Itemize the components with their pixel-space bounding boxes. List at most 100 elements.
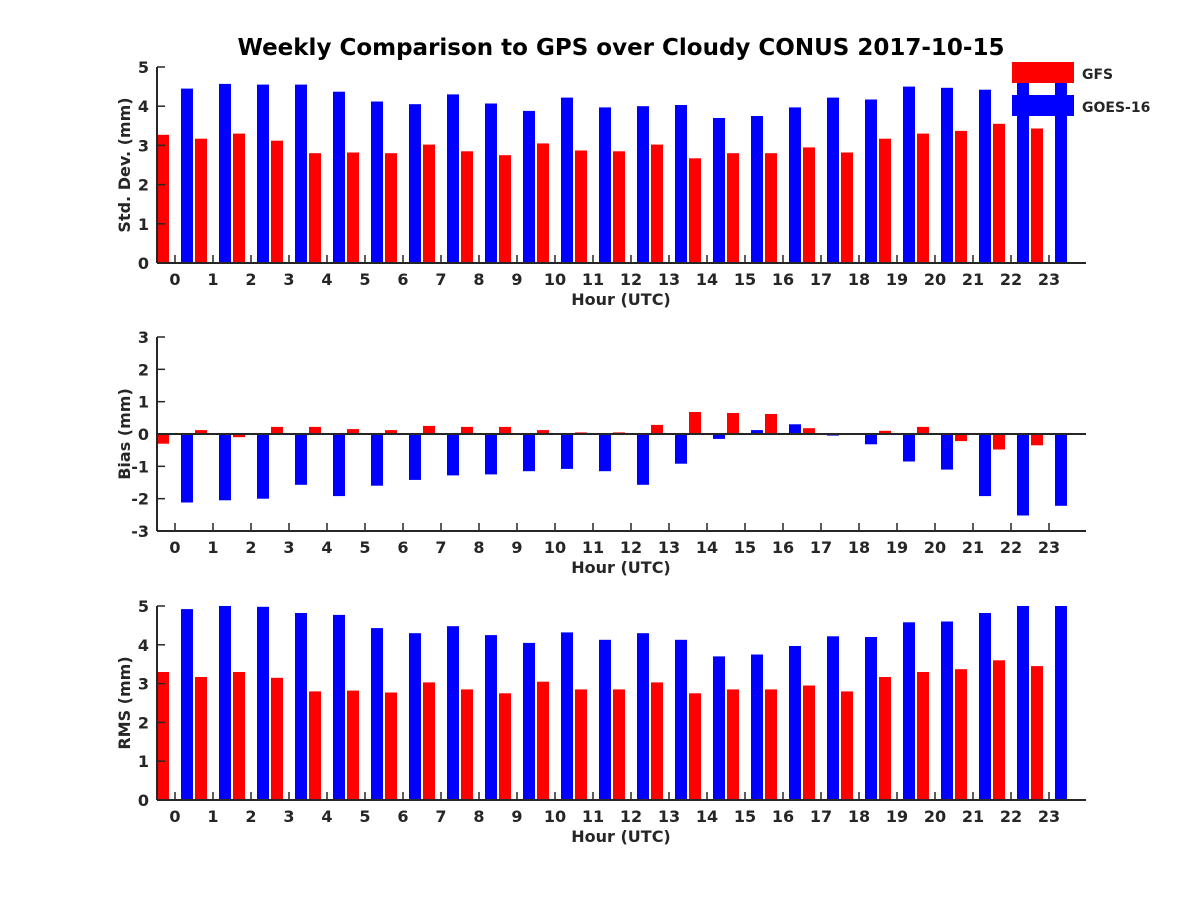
bar-goes-16-hour-9 bbox=[523, 642, 535, 800]
bar-gfs-hour-12 bbox=[613, 689, 625, 800]
bar-goes-16-hour-8 bbox=[485, 635, 497, 800]
x-tick-label: 21 bbox=[962, 807, 984, 826]
bar-goes-16-hour-2 bbox=[257, 434, 269, 499]
bar-gfs-hour-1 bbox=[195, 138, 207, 263]
x-axis-label: Hour (UTC) bbox=[571, 827, 671, 846]
x-tick-label: 15 bbox=[734, 807, 756, 826]
x-tick-label: 23 bbox=[1038, 538, 1060, 557]
x-tick-label: 7 bbox=[435, 538, 446, 557]
bar-goes-16-hour-13 bbox=[675, 105, 687, 263]
x-tick-label: 8 bbox=[473, 538, 484, 557]
x-tick-label: 21 bbox=[962, 538, 984, 557]
bar-gfs-hour-16 bbox=[765, 414, 777, 434]
bar-gfs-hour-16 bbox=[765, 689, 777, 800]
x-tick-label: 2 bbox=[245, 807, 256, 826]
bar-gfs-hour-9 bbox=[499, 693, 511, 800]
bar-goes-16-hour-15 bbox=[751, 430, 763, 434]
bar-gfs-hour-1 bbox=[195, 430, 207, 434]
x-tick-label: 9 bbox=[511, 270, 522, 289]
y-tick-label: 2 bbox=[138, 176, 149, 195]
bar-gfs-hour-10 bbox=[537, 143, 549, 263]
y-tick-label: 3 bbox=[138, 136, 149, 155]
x-tick-label: 8 bbox=[473, 807, 484, 826]
bar-goes-16-hour-18 bbox=[865, 434, 877, 445]
x-tick-label: 12 bbox=[620, 270, 642, 289]
bar-goes-16-hour-23 bbox=[1055, 80, 1067, 263]
bar-goes-16-hour-13 bbox=[675, 639, 687, 800]
bar-goes-16-hour-15 bbox=[751, 116, 763, 263]
x-tick-label: 0 bbox=[169, 270, 180, 289]
bar-goes-16-hour-6 bbox=[409, 633, 421, 800]
x-tick-label: 20 bbox=[924, 538, 946, 557]
x-axis-label: Hour (UTC) bbox=[571, 558, 671, 577]
bar-goes-16-hour-4 bbox=[333, 434, 345, 497]
y-tick-label: 4 bbox=[138, 97, 149, 116]
bar-goes-16-hour-15 bbox=[751, 654, 763, 800]
bar-goes-16-hour-6 bbox=[409, 434, 421, 480]
bar-goes-16-hour-18 bbox=[865, 637, 877, 800]
bar-gfs-hour-10 bbox=[537, 430, 549, 434]
x-tick-label: 11 bbox=[582, 807, 604, 826]
x-tick-label: 6 bbox=[397, 807, 408, 826]
x-tick-label: 7 bbox=[435, 270, 446, 289]
x-tick-label: 21 bbox=[962, 270, 984, 289]
legend-swatch-gfs bbox=[1012, 62, 1074, 83]
bar-gfs-hour-22 bbox=[993, 434, 1005, 450]
x-tick-label: 20 bbox=[924, 270, 946, 289]
bar-gfs-hour-8 bbox=[461, 426, 473, 434]
x-tick-label: 16 bbox=[772, 538, 794, 557]
bar-gfs-hour-23 bbox=[1031, 128, 1043, 263]
bar-gfs-hour-2 bbox=[233, 434, 245, 438]
bar-gfs-hour-3 bbox=[271, 677, 283, 800]
x-tick-label: 17 bbox=[810, 807, 832, 826]
x-tick-label: 11 bbox=[582, 538, 604, 557]
y-tick-label: 5 bbox=[138, 597, 149, 616]
bar-goes-16-hour-8 bbox=[485, 103, 497, 263]
y-tick-label: 3 bbox=[138, 328, 149, 347]
bar-goes-16-hour-2 bbox=[257, 606, 269, 800]
bar-goes-16-hour-22 bbox=[1017, 606, 1029, 800]
bar-goes-16-hour-11 bbox=[599, 639, 611, 800]
y-tick-label: -1 bbox=[131, 457, 149, 476]
bar-goes-16-hour-17 bbox=[827, 636, 839, 800]
bar-gfs-hour-9 bbox=[499, 426, 511, 434]
y-tick-label: 5 bbox=[138, 58, 149, 77]
bar-goes-16-hour-19 bbox=[903, 622, 915, 800]
bar-gfs-hour-23 bbox=[1031, 666, 1043, 800]
bar-gfs-hour-13 bbox=[651, 424, 663, 434]
bar-goes-16-hour-9 bbox=[523, 110, 535, 264]
bar-goes-16-hour-1 bbox=[219, 606, 231, 800]
bar-gfs-hour-18 bbox=[841, 152, 853, 263]
x-tick-label: 14 bbox=[696, 807, 718, 826]
bar-gfs-hour-21 bbox=[955, 130, 967, 263]
bar-goes-16-hour-18 bbox=[865, 99, 877, 263]
x-tick-label: 3 bbox=[283, 270, 294, 289]
bar-gfs-hour-10 bbox=[537, 681, 549, 800]
bar-goes-16-hour-17 bbox=[827, 97, 839, 263]
bar-goes-16-hour-10 bbox=[561, 632, 573, 800]
bar-goes-16-hour-16 bbox=[789, 424, 801, 434]
figure-title: Weekly Comparison to GPS over Cloudy CON… bbox=[238, 35, 1005, 61]
bar-goes-16-hour-11 bbox=[599, 434, 611, 472]
x-tick-label: 5 bbox=[359, 538, 370, 557]
bar-gfs-hour-12 bbox=[613, 151, 625, 263]
bar-gfs-hour-9 bbox=[499, 155, 511, 263]
bar-gfs-hour-21 bbox=[955, 669, 967, 800]
legend-swatch-goes-16 bbox=[1012, 95, 1074, 116]
bar-goes-16-hour-3 bbox=[295, 84, 307, 263]
x-tick-label: 9 bbox=[511, 807, 522, 826]
bar-gfs-hour-17 bbox=[803, 147, 815, 263]
bar-goes-16-hour-4 bbox=[333, 91, 345, 263]
bar-gfs-hour-0 bbox=[157, 434, 169, 444]
bar-goes-16-hour-19 bbox=[903, 434, 915, 462]
y-axis-label: RMS (mm) bbox=[115, 656, 134, 749]
bar-gfs-hour-1 bbox=[195, 677, 207, 800]
x-tick-label: 4 bbox=[321, 807, 332, 826]
bar-goes-16-hour-14 bbox=[713, 118, 725, 263]
bar-gfs-hour-22 bbox=[993, 660, 1005, 800]
x-tick-label: 17 bbox=[810, 538, 832, 557]
x-tick-label: 22 bbox=[1000, 538, 1022, 557]
